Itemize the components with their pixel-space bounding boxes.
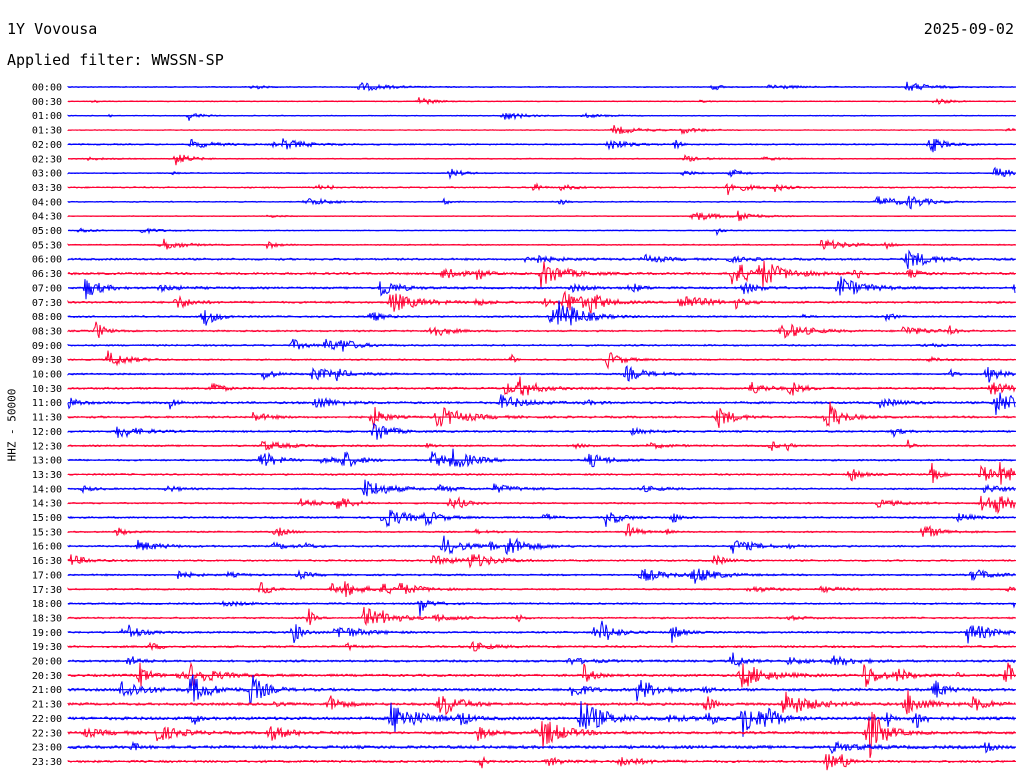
row-time-label: 12:30 — [32, 441, 62, 452]
row-time-label: 06:30 — [32, 269, 62, 280]
row-time-label: 22:00 — [32, 714, 62, 725]
row-time-label: 00:30 — [32, 97, 62, 108]
row-time-label: 12:00 — [32, 427, 62, 438]
trace-row — [67, 112, 1016, 121]
trace-row — [67, 711, 1016, 759]
row-time-label: 17:30 — [32, 585, 62, 596]
station-title: 1Y Vovousa — [7, 20, 98, 38]
row-time-label: 08:30 — [32, 326, 62, 337]
trace-row — [67, 479, 1016, 497]
row-time-label: 05:00 — [32, 226, 62, 237]
row-time-label: 11:30 — [32, 413, 62, 424]
row-time-label: 03:30 — [32, 183, 62, 194]
row-time-label: 03:00 — [32, 169, 62, 180]
row-time-label: 00:00 — [32, 83, 62, 94]
row-time-label: 18:30 — [32, 613, 62, 624]
row-time-label: 22:30 — [32, 728, 62, 739]
row-time-label: 20:30 — [32, 671, 62, 682]
row-time-label: 05:30 — [32, 240, 62, 251]
row-time-label: 16:30 — [32, 556, 62, 567]
row-time-label: 17:00 — [32, 570, 62, 581]
row-time-label: 15:00 — [32, 513, 62, 524]
trace-row — [67, 535, 1016, 556]
trace-row — [67, 321, 1016, 339]
trace-row — [67, 401, 1016, 429]
trace-row — [67, 238, 1016, 251]
row-time-label: 07:30 — [32, 298, 62, 309]
row-time-label: 23:30 — [32, 757, 62, 768]
row-time-label: 09:30 — [32, 355, 62, 366]
row-time-label: 02:00 — [32, 140, 62, 151]
row-time-label: 10:30 — [32, 384, 62, 395]
trace-row — [67, 754, 1016, 771]
trace-row — [67, 652, 1016, 668]
trace-row — [67, 606, 1016, 627]
trace-row — [67, 182, 1016, 196]
row-time-label: 19:00 — [32, 628, 62, 639]
row-time-label: 16:00 — [32, 542, 62, 553]
trace-row — [67, 674, 1016, 705]
row-time-label: 14:00 — [32, 484, 62, 495]
row-time-label: 13:00 — [32, 456, 62, 467]
trace-row — [67, 227, 1016, 237]
row-time-label: 04:30 — [32, 212, 62, 223]
trace-row — [67, 462, 1016, 485]
row-time-label: 15:30 — [32, 527, 62, 538]
trace-row — [67, 495, 1016, 515]
row-time-label: 21:00 — [32, 685, 62, 696]
row-time-label: 21:30 — [32, 700, 62, 711]
trace-row — [67, 249, 1016, 270]
plot-date: 2025-09-02 — [923, 20, 1014, 38]
trace-row — [67, 81, 1016, 92]
row-time-label: 01:30 — [32, 126, 62, 137]
row-time-label: 08:00 — [32, 312, 62, 323]
trace-row — [67, 392, 1016, 415]
row-time-label: 20:00 — [32, 657, 62, 668]
trace-row — [67, 448, 1016, 468]
row-time-label: 04:00 — [32, 197, 62, 208]
trace-row — [67, 523, 1016, 537]
row-time-label: 14:30 — [32, 499, 62, 510]
trace-row — [67, 509, 1016, 528]
row-time-label: 06:00 — [32, 255, 62, 266]
row-time-label: 01:00 — [32, 111, 62, 122]
trace-row — [67, 154, 1016, 166]
row-time-label: 11:00 — [32, 398, 62, 409]
row-time-label: 19:30 — [32, 642, 62, 653]
row-time-label: 13:30 — [32, 470, 62, 481]
row-time-label: 18:00 — [32, 599, 62, 610]
trace-row — [67, 97, 1016, 106]
trace-row — [67, 138, 1016, 153]
row-time-label: 07:00 — [32, 283, 62, 294]
trace-row — [67, 260, 1016, 289]
row-time-label: 10:00 — [32, 370, 62, 381]
trace-row — [67, 568, 1016, 584]
trace-row — [67, 376, 1016, 396]
row-time-label: 23:00 — [32, 743, 62, 754]
row-time-label: 02:30 — [32, 154, 62, 165]
filter-label: Applied filter: WWSSN-SP — [7, 51, 224, 69]
row-time-label: 09:00 — [32, 341, 62, 352]
